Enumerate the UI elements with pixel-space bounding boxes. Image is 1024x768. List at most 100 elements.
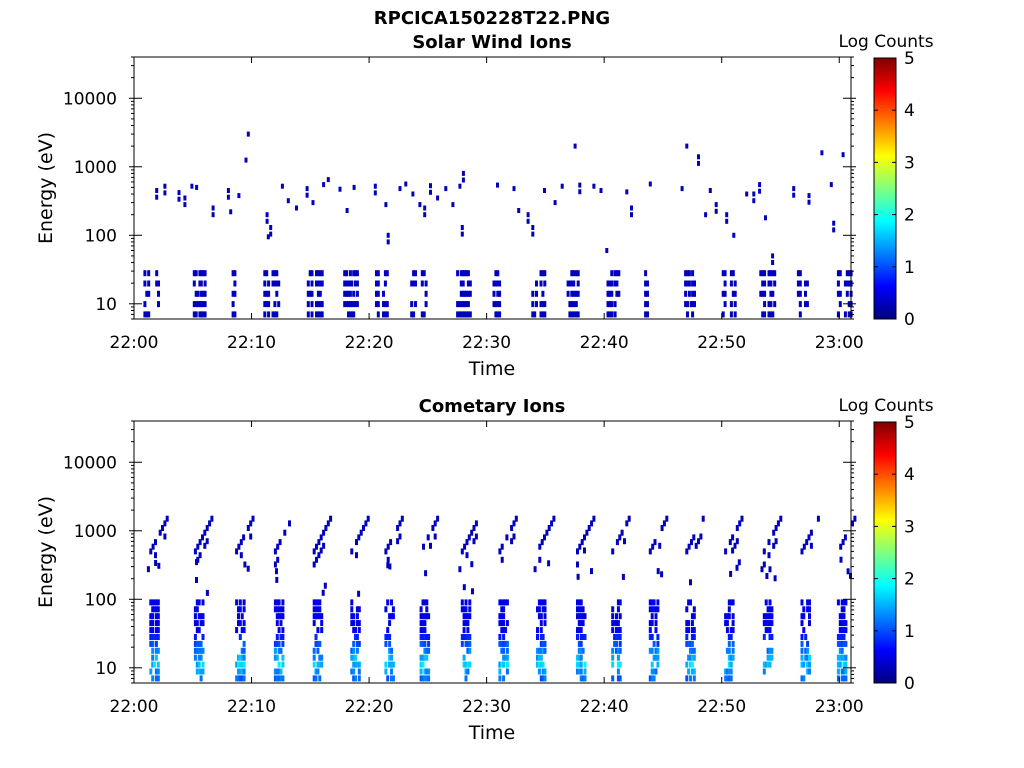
spectrogram-cell: [419, 606, 423, 613]
spectrogram-cell: [836, 634, 840, 640]
plot-frame: [133, 420, 852, 684]
spectrogram-cell: [388, 654, 392, 661]
spectrogram-cell: [355, 661, 359, 668]
spectrogram-cell: [766, 606, 770, 613]
spectrogram-cell: [733, 280, 737, 287]
spectrogram-cell: [764, 627, 768, 634]
spectrogram-cell: [312, 606, 316, 613]
spectrogram-cell: [836, 270, 840, 277]
spectrogram-cell: [362, 525, 365, 531]
spectrogram-cell: [616, 606, 620, 613]
spectrogram-cell: [263, 311, 267, 318]
spectrogram-cell: [198, 552, 202, 559]
spectrogram-cell: [502, 613, 506, 620]
spectrogram-cell: [691, 290, 695, 297]
spectrogram-cell: [840, 640, 844, 647]
spectrogram-cell: [462, 661, 466, 668]
spectrogram-cell: [738, 520, 742, 527]
spectrogram-cell: [731, 613, 735, 620]
spectrogram-cell: [420, 280, 424, 287]
spectrogram-cell: [808, 654, 811, 661]
spectrogram-cell: [357, 661, 361, 668]
spectrogram-cell: [543, 675, 547, 682]
spectrogram-cell: [496, 301, 500, 308]
spectrogram-cell: [143, 270, 147, 277]
spectrogram-cell: [578, 189, 582, 195]
spectrogram-cell: [151, 640, 155, 647]
spectrogram-cell: [251, 515, 255, 522]
spectrogram-cell: [581, 613, 585, 620]
spectrogram-cell: [316, 290, 320, 297]
spectrogram-cell: [427, 640, 431, 647]
spectrogram-cell: [836, 311, 840, 318]
spectrogram-cell: [425, 647, 429, 654]
spectrogram-cell: [240, 654, 244, 661]
spectrogram-cell: [472, 525, 476, 531]
spectrogram-cell: [692, 606, 696, 613]
spectrogram-cell: [459, 270, 463, 277]
spectrogram-cell: [273, 301, 277, 308]
spectrogram-cell: [761, 290, 765, 297]
spectrogram-cell: [842, 675, 846, 682]
colorbar-tick-label: 0: [904, 674, 915, 694]
spectrogram-cell: [770, 620, 774, 627]
spectrogram-cell: [729, 301, 733, 308]
spectrogram-cell: [644, 311, 648, 318]
spectrogram-cell: [318, 311, 322, 318]
spectrogram-cell: [305, 186, 309, 192]
x-tick-label: 22:30: [462, 333, 511, 353]
spectrogram-cell: [838, 613, 842, 620]
spectrogram-cell: [462, 606, 466, 613]
spectrogram-cell: [196, 301, 200, 308]
spectrogram-cell: [203, 529, 207, 536]
spectrogram-cell: [652, 654, 656, 661]
spectrogram-cell: [731, 270, 735, 277]
spectrogram-cell: [466, 620, 470, 627]
spectrogram-cell: [316, 606, 320, 613]
spectrogram-cell: [579, 654, 583, 661]
spectrogram-cell: [684, 290, 688, 297]
spectrogram-cell: [143, 280, 147, 287]
spectrogram-cell: [465, 290, 468, 297]
spectrogram-cell: [390, 599, 393, 606]
spectrogram-cell: [151, 543, 155, 550]
spectrogram-cell: [496, 311, 500, 318]
spectrogram-cell: [500, 613, 504, 620]
spectrogram-cell: [774, 538, 778, 545]
spectrogram-cell: [235, 627, 239, 634]
spectrogram-cell: [658, 542, 662, 549]
x-tick-label: 22:50: [697, 697, 746, 717]
spectrogram-cell: [577, 627, 581, 634]
spectrogram-cell: [763, 280, 767, 287]
spectrogram-cell: [729, 668, 733, 675]
spectrogram-cell: [355, 620, 359, 627]
spectrogram-cell: [840, 647, 844, 654]
spectrogram-cell: [329, 515, 333, 522]
spectrogram-cell: [199, 613, 203, 620]
spectrogram-cell: [419, 613, 423, 620]
spectrogram-cell: [156, 661, 160, 668]
spectrogram-cell: [577, 661, 581, 668]
spectrogram-cell: [656, 661, 660, 668]
spectrogram-cell: [273, 599, 277, 606]
spectrogram-cell: [693, 301, 696, 308]
spectrogram-cell: [420, 311, 424, 318]
spectrogram-cell: [277, 661, 281, 668]
spectrogram-cell: [199, 290, 203, 297]
spectrogram-cell: [725, 212, 729, 218]
spectrogram-cell: [444, 186, 448, 192]
spectrogram-cell: [541, 640, 545, 647]
spectrogram-cell: [505, 620, 509, 627]
spectrogram-cell: [505, 654, 509, 661]
spectrogram-cell: [384, 661, 388, 668]
spectrogram-cell: [576, 561, 579, 568]
spectrogram-cell: [421, 675, 425, 682]
spectrogram-cell: [615, 634, 618, 640]
spectrogram-cell: [690, 634, 694, 640]
spectrogram-cell: [505, 661, 509, 668]
spectrogram-cell: [763, 301, 767, 308]
spectrogram-cell: [576, 634, 579, 640]
spectrogram-cell: [468, 661, 472, 668]
spectrogram-cell: [800, 620, 804, 627]
spectrogram-cell: [844, 654, 848, 661]
